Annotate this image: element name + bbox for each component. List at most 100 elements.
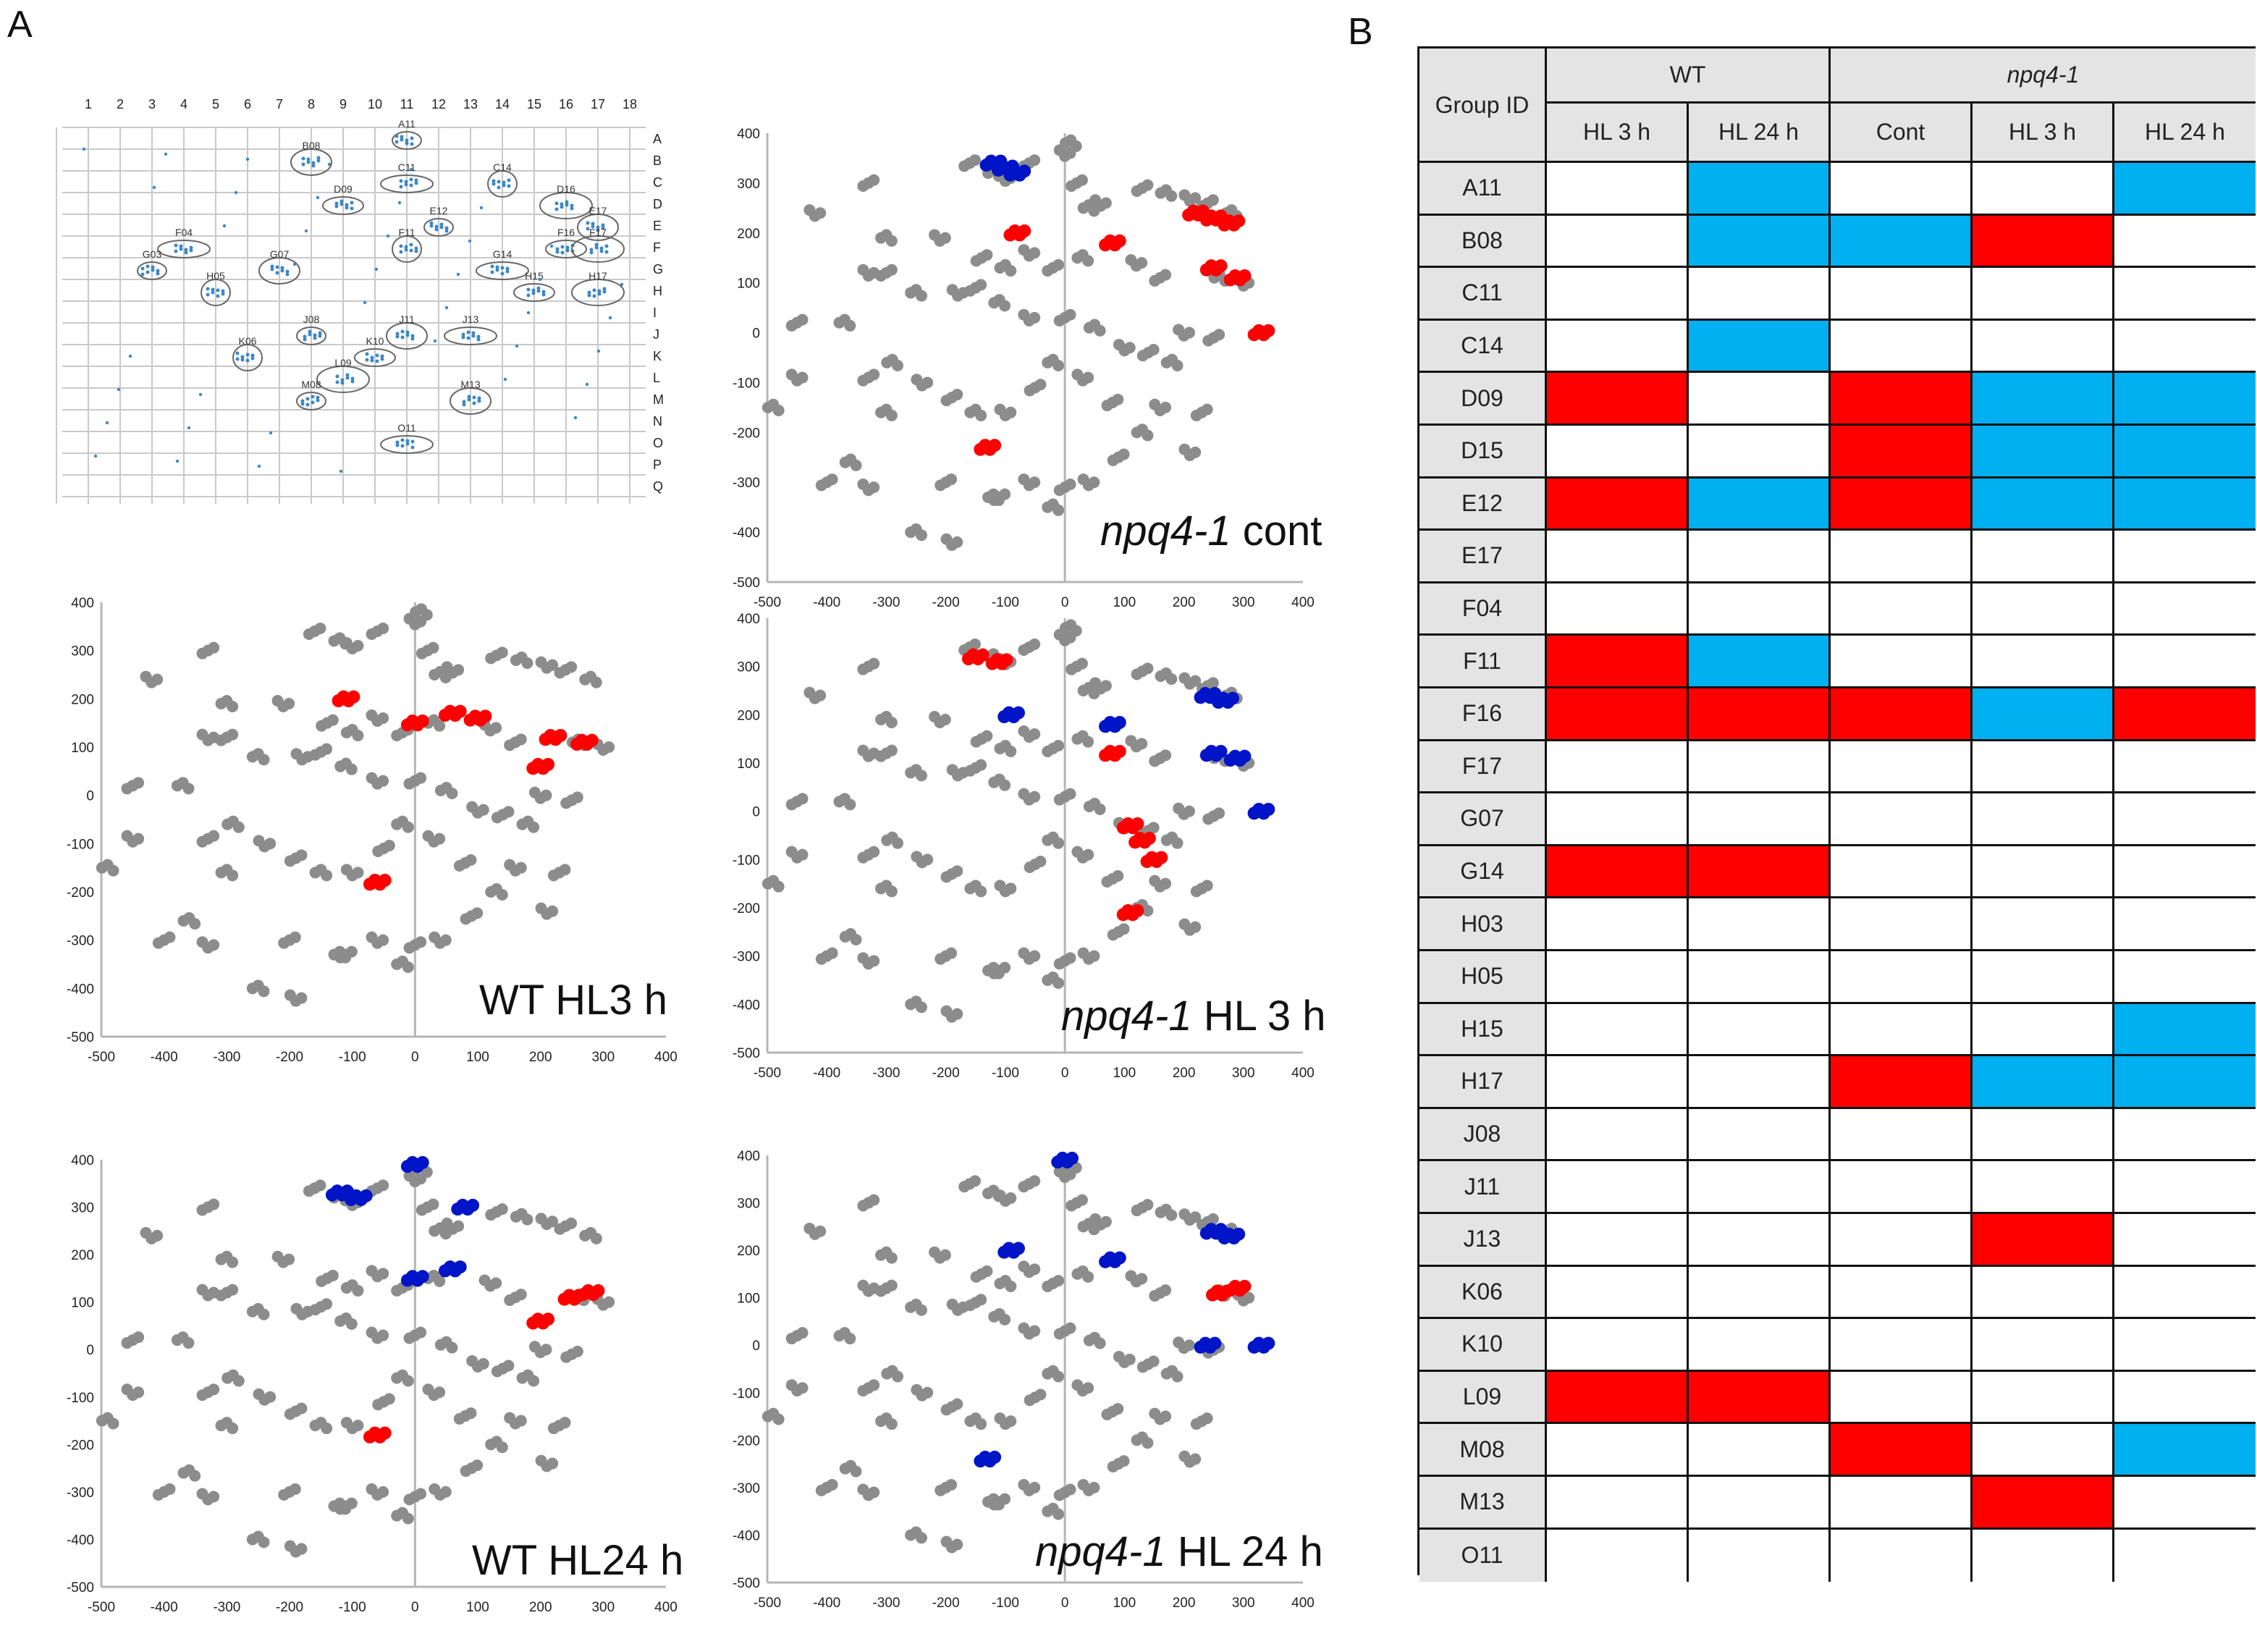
isolated-dot [257,464,261,468]
spot-dot [300,402,305,406]
spot-dot [462,403,466,407]
gray-point [571,791,583,804]
group-id-cell: B08 [1419,215,1547,269]
gray-point [1052,504,1065,516]
group-id-cell: C11 [1419,268,1547,321]
spot-dot [311,400,315,405]
gray-point [1147,822,1160,834]
blue-point [1011,706,1025,720]
gray-point [345,945,358,958]
spot-outline [392,131,422,150]
gray-point [377,1485,389,1498]
gray-point [1005,746,1017,757]
spot-label: L09 [334,357,352,368]
grid-row-label: Q [653,479,663,494]
group-id-cell: O11 [1419,1529,1547,1583]
x-tick-label: -300 [872,1596,900,1611]
spot-dot [370,355,374,360]
change-cell [2114,478,2256,531]
gray-point [1201,1412,1213,1425]
gray-point [975,409,987,421]
spot-dot [365,358,369,362]
gray-point [975,759,987,771]
change-cell [1973,1319,2114,1372]
group-id-cell: M13 [1419,1477,1547,1530]
gray-point [547,905,559,917]
gray-point [796,848,809,861]
gray-point [868,955,880,967]
isolated-dot [187,426,191,430]
x-tick-label: 100 [1113,595,1136,610]
blue-point [1225,691,1239,705]
change-cell [1973,320,2114,374]
spot-dot [476,337,481,342]
isolated-dot [175,459,180,463]
gray-point [1142,1437,1154,1449]
change-cell [2114,1477,2256,1530]
spot-dot [400,329,405,334]
grid-row-label: F [653,240,661,255]
change-cell [1547,1529,1689,1583]
gray-point [377,934,389,946]
x-tick-label: 0 [1061,1596,1069,1611]
spot-dot [536,289,541,293]
spot-dot [216,288,220,292]
gray-point [439,934,452,946]
change-cell [1689,1056,1831,1109]
change-cell [1831,1214,1973,1267]
change-cell [1689,531,1831,583]
spot-dot [541,290,546,294]
spot-dot [405,330,410,334]
gray-point [1029,476,1041,489]
gray-point [1064,308,1076,321]
gray-point [1029,791,1041,803]
x-tick-label: -100 [992,1596,1019,1611]
gray-point [975,1418,987,1430]
blue-point [1018,164,1032,178]
y-tick-label: 300 [737,177,760,192]
change-cell [1831,898,1973,951]
gray-point [939,1249,951,1261]
change-cell [2114,531,2256,583]
x-tick-label: -100 [339,1600,366,1615]
change-cell [1831,478,1973,531]
y-tick-label: -500 [67,1580,94,1596]
gray-point [571,1345,583,1357]
npq-header: npq4-1 [1831,49,2256,104]
spot-dot [467,395,471,399]
gray-point [1171,1370,1184,1383]
change-cell [2114,1003,2256,1057]
spot-dot [350,379,355,384]
gray-point [1064,1322,1076,1334]
change-cell [1689,163,1831,216]
gray-point [521,1213,533,1226]
grid-col-label: 17 [591,97,605,111]
spot-dot [466,330,471,334]
gray-point [289,931,301,943]
plot-title-wt-hl3: WT HL3 h [479,977,668,1024]
grid-col-label: 2 [117,97,124,111]
spot-label: F11 [398,227,415,238]
isolated-dot [538,277,542,282]
y-tick-label: 200 [737,1244,760,1259]
gray-point [289,1483,301,1495]
spot-dot [316,159,321,163]
spot-dot [410,439,415,444]
gray-point [975,1294,987,1306]
y-tick-label: 0 [752,1339,760,1354]
gray-point [826,947,838,959]
gray-point [945,473,958,486]
spot-dot [300,399,305,403]
gray-point [1088,950,1100,962]
spot-outline [571,235,625,263]
change-cell [1973,1003,2114,1057]
gray-point [915,770,927,782]
isolated-dot [433,339,437,343]
gray-point [1034,1388,1047,1401]
change-cell [1689,1003,1831,1057]
spot-label: F17 [589,227,607,238]
isolated-dot [245,157,250,161]
spot-dot [235,357,240,361]
change-cell [2114,951,2256,1004]
x-tick-label: -200 [276,1050,303,1065]
